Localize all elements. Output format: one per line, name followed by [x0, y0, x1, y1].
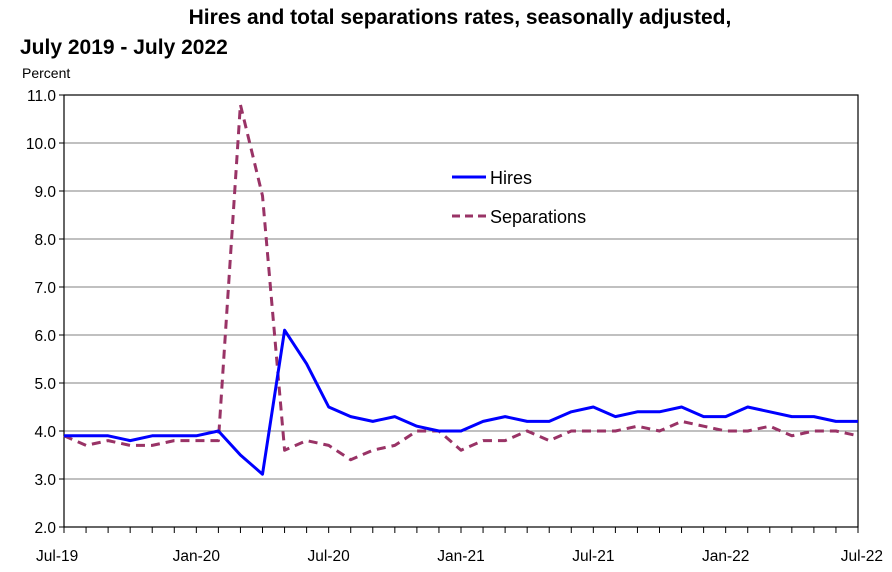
series-line-separations: [63, 103, 859, 462]
x-axis-ticks: Jul-19 Jan-20 Jul-20 Jan-21 Jul-21 Jan-22 Jul-…: [36, 527, 883, 565]
y-tick-label: 10.0: [26, 136, 57, 153]
y-tick-label: 6.0: [34, 328, 56, 345]
x-tick-label: Jul-21: [572, 548, 614, 565]
x-tick-label: Jul-22: [841, 548, 883, 565]
legend-label-separations: Separations: [490, 207, 586, 227]
series-lines: [63, 103, 859, 476]
x-tick-label: Jan-20: [173, 548, 221, 565]
x-tick-label: Jul-20: [308, 548, 351, 565]
plot-area: [63, 94, 859, 528]
y-tick-label: 7.0: [34, 280, 56, 297]
chart-title-line2: July 2019 - July 2022: [20, 36, 228, 59]
x-tick-label: Jan-22: [702, 548, 749, 565]
series-line-hires: [64, 328, 858, 476]
x-tick-label: Jan-21: [437, 548, 484, 565]
legend-label-hires: Hires: [490, 168, 532, 188]
y-tick-label: 11.0: [27, 88, 56, 105]
y-tick-label: 4.0: [34, 424, 56, 441]
y-tick-label: 5.0: [34, 376, 56, 393]
y-tick-label: 2.0: [34, 520, 56, 537]
legend: Hires Separations: [452, 168, 586, 227]
x-tick-label: Jul-19: [36, 548, 78, 565]
y-axis-unit-label: Percent: [22, 65, 70, 81]
y-tick-label: 9.0: [34, 184, 56, 201]
y-axis-ticks: 2.0 3.0 4.0 5.0 6.0 7.0 8.0 9.0 10.0 11.0: [26, 88, 64, 537]
grid-lines: [64, 142, 858, 480]
chart-title-line1: Hires and total separations rates, seaso…: [189, 6, 732, 29]
y-tick-label: 3.0: [34, 472, 56, 489]
y-tick-label: 8.0: [34, 232, 56, 249]
